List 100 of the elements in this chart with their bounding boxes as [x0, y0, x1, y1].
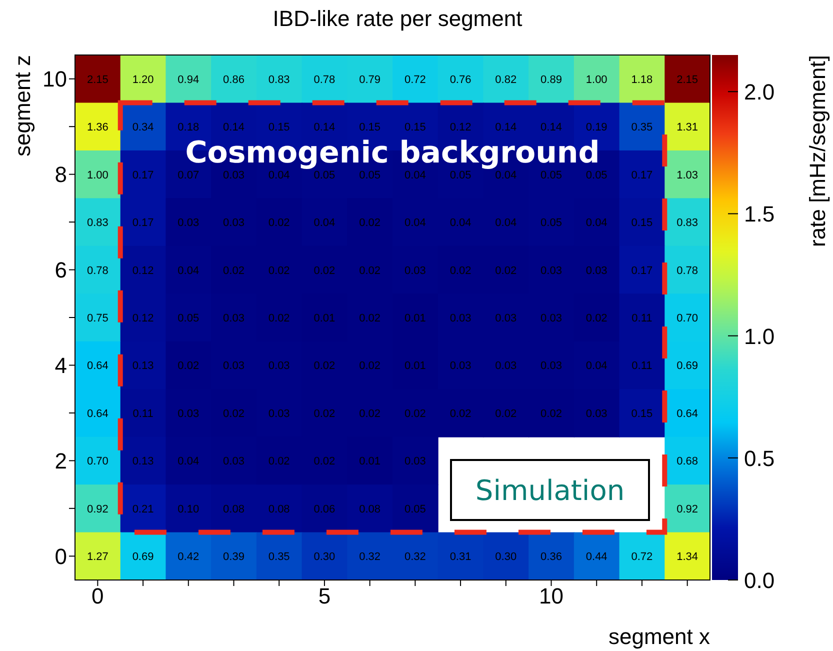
data-label: 0.05 — [359, 169, 381, 182]
data-label: 1.34 — [676, 551, 698, 564]
data-label: 0.04 — [495, 169, 517, 182]
x-tick-label: 10 — [539, 584, 564, 609]
data-label: 0.02 — [314, 408, 336, 420]
data-label: 2.15 — [86, 74, 108, 86]
data-label: 0.03 — [540, 360, 562, 372]
data-label: 0.13 — [132, 456, 154, 468]
data-label: 0.34 — [132, 122, 154, 134]
data-label: 0.03 — [223, 456, 244, 468]
data-label: 0.14 — [495, 122, 517, 134]
data-label: 0.30 — [495, 551, 517, 564]
color-bar-label: 1.5 — [744, 202, 775, 227]
data-label: 0.04 — [495, 217, 517, 230]
data-label: 0.03 — [495, 312, 517, 324]
data-label: 1.27 — [86, 551, 108, 564]
data-label: 0.02 — [223, 264, 244, 277]
data-label: 0.64 — [676, 408, 698, 420]
data-label: 0.78 — [86, 264, 108, 277]
data-label: 0.02 — [268, 456, 290, 468]
color-bar-label: 1.0 — [744, 324, 775, 349]
data-label: 1.36 — [86, 122, 108, 134]
color-bar-label: 2.0 — [744, 80, 775, 105]
data-label: 0.92 — [676, 503, 698, 516]
data-label: 0.04 — [404, 169, 426, 182]
y-tick-label: 10 — [42, 66, 67, 92]
x-axis-title: segment x — [608, 624, 710, 649]
data-label: 0.03 — [586, 264, 608, 277]
data-label: 0.17 — [631, 169, 653, 182]
data-label: 0.05 — [450, 169, 472, 182]
data-label: 0.02 — [314, 456, 336, 468]
data-label: 0.04 — [586, 360, 608, 372]
data-label: 0.04 — [268, 169, 290, 182]
y-tick-label: 2 — [54, 448, 67, 474]
data-label: 0.03 — [540, 312, 562, 324]
chart-title: IBD-like rate per segment — [272, 6, 522, 31]
y-tick-label: 8 — [54, 162, 67, 188]
data-label: 0.03 — [223, 169, 244, 182]
data-label: 0.30 — [314, 551, 336, 564]
data-label: 0.14 — [223, 122, 244, 134]
data-label: 0.02 — [359, 264, 381, 277]
annotation: Simulation — [475, 474, 625, 507]
data-label: 0.02 — [359, 408, 381, 420]
data-label: 0.64 — [86, 408, 108, 420]
data-label: 0.02 — [404, 408, 426, 420]
data-label: 0.04 — [450, 217, 472, 230]
data-label: 0.03 — [450, 360, 472, 372]
data-label: 2.15 — [676, 74, 698, 86]
data-label: 0.02 — [268, 312, 290, 324]
data-label: 0.32 — [359, 551, 381, 564]
data-label: 0.12 — [450, 122, 472, 134]
data-label: 0.15 — [268, 122, 290, 134]
data-label: 0.02 — [450, 264, 472, 277]
data-label: 0.83 — [86, 217, 108, 230]
data-label: 0.69 — [676, 360, 698, 372]
color-bar-label: 0.5 — [744, 446, 775, 471]
data-label: 0.76 — [450, 74, 472, 86]
data-label: 0.03 — [586, 408, 608, 420]
data-label: 0.86 — [223, 74, 244, 86]
data-label: 0.70 — [86, 456, 108, 468]
data-label: 0.05 — [404, 503, 426, 516]
data-label: 0.04 — [178, 456, 200, 468]
data-label: 0.19 — [586, 122, 608, 134]
data-label: 0.39 — [223, 551, 244, 564]
data-label: 0.03 — [223, 217, 244, 230]
data-label: 0.15 — [359, 122, 381, 134]
data-label: 0.17 — [132, 169, 154, 182]
y-tick-label: 0 — [54, 544, 67, 569]
data-label: 0.02 — [359, 217, 381, 230]
data-label: 0.83 — [268, 74, 290, 86]
data-label: 0.03 — [178, 217, 200, 230]
data-label: 0.11 — [632, 360, 652, 372]
data-label: 0.08 — [359, 503, 381, 516]
data-label: 0.13 — [132, 360, 154, 372]
annotation: Cosmogenic background — [185, 135, 600, 170]
data-label: 0.03 — [450, 312, 472, 324]
data-label: 0.01 — [359, 456, 381, 468]
data-label: 0.83 — [676, 217, 698, 230]
data-label: 0.10 — [178, 503, 200, 516]
data-label: 0.04 — [314, 217, 336, 230]
data-label: 0.05 — [314, 169, 336, 182]
y-axis-title: segment z — [10, 55, 35, 156]
data-label: 1.18 — [631, 74, 653, 86]
data-label: 0.82 — [495, 74, 517, 86]
data-label: 0.15 — [631, 408, 653, 420]
data-label: 0.02 — [495, 264, 517, 277]
data-label: 0.02 — [540, 408, 562, 420]
data-label: 0.03 — [404, 456, 426, 468]
data-label: 1.31 — [676, 122, 698, 134]
data-label: 0.03 — [404, 264, 426, 277]
y-tick-label: 4 — [54, 353, 67, 378]
y-tick-label: 6 — [54, 258, 67, 283]
data-label: 0.02 — [268, 217, 290, 230]
data-label: 0.21 — [132, 503, 154, 516]
data-label: 0.03 — [495, 360, 517, 372]
data-label: 0.02 — [450, 408, 472, 420]
data-label: 0.02 — [586, 312, 608, 324]
data-label: 0.03 — [178, 408, 200, 420]
data-label: 0.14 — [540, 122, 562, 134]
data-label: 0.11 — [632, 312, 652, 324]
